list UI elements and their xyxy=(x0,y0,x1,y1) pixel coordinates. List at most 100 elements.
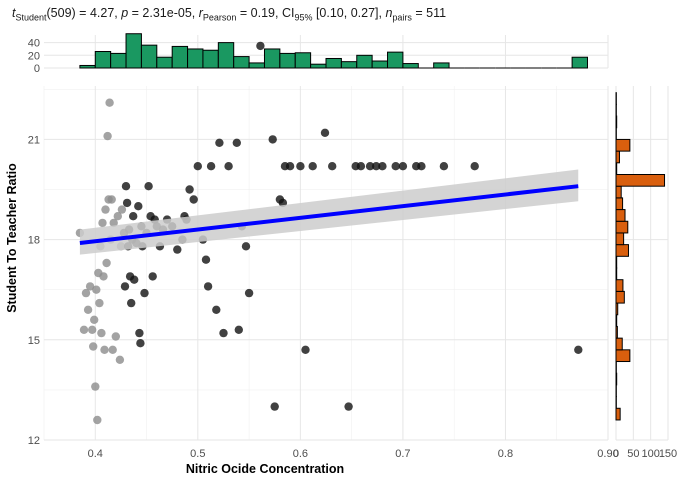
scatter-point xyxy=(91,382,100,391)
scatter-point xyxy=(127,298,136,308)
right-hist-bar xyxy=(615,209,626,222)
scatter-point xyxy=(79,325,89,334)
x-tick-label: 0.90 xyxy=(597,448,618,460)
scatter-point xyxy=(296,162,305,171)
top-hist-bar xyxy=(310,63,327,69)
scatter-point xyxy=(270,402,279,411)
scatter-point xyxy=(372,162,381,171)
scatter-point xyxy=(398,162,408,171)
n-sub: pairs xyxy=(392,12,412,23)
top-hist-bar xyxy=(156,56,173,69)
scatter-point xyxy=(134,202,143,211)
scatter-point xyxy=(417,162,426,171)
top-hist-bar xyxy=(125,33,142,69)
scatter-point xyxy=(113,212,123,221)
top-hist-bar xyxy=(433,62,450,69)
scatter-point xyxy=(83,305,93,314)
right-hist-tick-label: 0 xyxy=(613,448,619,460)
y-tick-label: 15 xyxy=(28,335,40,347)
scatter-point xyxy=(117,205,127,214)
top-hist-bar xyxy=(217,42,235,69)
r-value: = 0.19, xyxy=(236,6,282,20)
right-hist-bar xyxy=(615,174,666,187)
scatter-point xyxy=(95,298,104,308)
scatter-point xyxy=(102,258,111,268)
top-hist-bar xyxy=(279,52,296,69)
top-hist-bar xyxy=(110,52,127,69)
top-hist-bar xyxy=(187,48,204,69)
scatter-point xyxy=(268,135,277,144)
scatter-point xyxy=(203,282,213,291)
scatter-point xyxy=(344,402,353,411)
top-hist-bar xyxy=(294,52,312,69)
right-hist-bar xyxy=(615,220,629,234)
scatter-point xyxy=(470,162,479,171)
top-hist-bar xyxy=(171,45,189,69)
scatter-point xyxy=(232,138,241,147)
confidence-band xyxy=(79,169,579,255)
scatter-point xyxy=(101,205,110,214)
top-hist-bar xyxy=(371,60,389,69)
scatter-point xyxy=(212,305,221,314)
scatter-point xyxy=(97,328,106,338)
top-hist-bar xyxy=(325,57,342,69)
right-hist-bar xyxy=(615,325,618,339)
y-tick-label: 12 xyxy=(28,435,40,447)
top-hist-bar xyxy=(202,49,219,69)
scatter-point xyxy=(285,162,295,171)
right-hist-bar xyxy=(615,407,621,421)
ci-label: CI xyxy=(281,6,295,20)
right-hist-bar xyxy=(615,244,629,257)
scatter-point xyxy=(89,342,98,351)
scatter-point xyxy=(215,138,224,147)
y-tick-label: 18 xyxy=(28,235,40,247)
scatter-point xyxy=(115,355,125,364)
t-sub: Student xyxy=(15,12,47,23)
top-hist-bar xyxy=(263,48,281,69)
scatter-point xyxy=(241,242,251,251)
scatter-point xyxy=(439,162,449,171)
x-axis-label: Nitric Ocide Concentration xyxy=(186,462,344,476)
scatter-point xyxy=(148,272,157,281)
scatter-point xyxy=(98,218,107,228)
main-scatter-panel: 0.4 0.5 0.6 0.7 0.8 0.90 12 15 18 21 xyxy=(28,41,619,460)
scatter-point xyxy=(256,41,265,51)
stats-subtitle: tStudent(509) = 4.27, p = 2.31e-05, rPea… xyxy=(12,6,446,23)
scatter-point xyxy=(129,212,138,221)
n-value: = 511 xyxy=(411,6,447,20)
right-hist-bar xyxy=(615,337,623,351)
scatter-point xyxy=(308,162,317,171)
scatter-point xyxy=(356,162,366,171)
x-tick-label: 0.5 xyxy=(190,448,205,460)
right-hist-tick-label: 50 xyxy=(627,448,639,460)
scatter-point xyxy=(173,245,182,254)
right-hist-bar xyxy=(615,138,631,152)
top-hist-bar xyxy=(94,51,112,69)
top-hist-bar xyxy=(402,63,419,69)
p-label: p xyxy=(121,6,129,20)
right-hist-bar xyxy=(615,185,622,199)
ci-value: [0.10, 0.27], xyxy=(312,6,386,20)
r-label: r xyxy=(198,6,203,20)
scatter-point xyxy=(120,282,130,291)
top-hist-bar xyxy=(140,44,158,69)
scatter-point xyxy=(136,339,145,348)
t-stat: (509) = 4.27, xyxy=(46,6,122,20)
top-hist-bar xyxy=(340,61,358,69)
right-hist-bar xyxy=(615,314,618,327)
scatter-point xyxy=(90,315,99,324)
scatter-point xyxy=(574,345,583,354)
top-hist-bar xyxy=(248,62,265,69)
top-hist-tick-label: 20 xyxy=(28,50,40,62)
top-hist-tick-label: 0 xyxy=(34,63,40,75)
right-hist-bar xyxy=(615,197,624,211)
x-tick-label: 0.8 xyxy=(498,448,513,460)
scatter-point xyxy=(111,332,121,341)
right-hist-bar xyxy=(615,302,619,316)
top-hist-bar xyxy=(79,64,96,69)
scatter-point xyxy=(244,288,254,298)
n-label: n xyxy=(385,6,393,20)
